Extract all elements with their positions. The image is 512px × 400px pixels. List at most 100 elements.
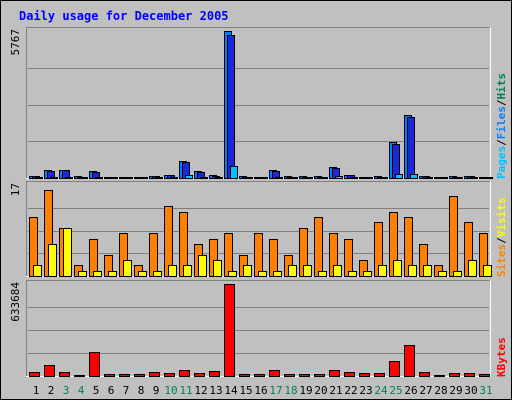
hits-panel-bar-pages (410, 174, 418, 179)
hits-panel-legend-entry: Hits (495, 73, 508, 100)
visits-panel-bar-sites (138, 271, 147, 277)
visits-panel-bar-sites (153, 271, 162, 277)
kbytes-panel-bar-kbytes (299, 374, 310, 377)
hits-panel-bar-pages (275, 177, 283, 179)
hits-panel (26, 27, 491, 179)
visits-panel-bar-sites (243, 265, 252, 277)
kbytes-panel-bar-kbytes (119, 374, 130, 377)
visits-panel-bar-sites (213, 260, 222, 277)
x-tick-label: 13 (209, 384, 222, 397)
kbytes-panel-bar-kbytes (74, 375, 85, 377)
hits-panel-bar-pages (65, 177, 73, 179)
x-tick-label: 30 (464, 384, 477, 397)
kbytes-panel-bar-kbytes (389, 361, 400, 377)
x-tick-label: 1 (33, 384, 40, 397)
visits-panel-bar-visits (314, 217, 323, 277)
hits-panel-bar-files (392, 144, 400, 179)
hits-panel-bar-pages (440, 177, 448, 179)
hits-panel-bar-pages (230, 166, 238, 179)
kbytes-panel-bar-kbytes (134, 374, 145, 377)
hits-panel-legend-entry: Pages (495, 146, 508, 179)
kbytes-panel-legend-entry: KBytes (495, 337, 508, 377)
hits-panel-bar-files (227, 35, 235, 179)
kbytes-panel-bar-kbytes (89, 352, 100, 377)
x-tick-label: 23 (359, 384, 372, 397)
hits-panel-bar-pages (185, 175, 193, 179)
kbytes-panel-bar-kbytes (374, 373, 385, 377)
hits-panel-bar-pages (425, 177, 433, 179)
x-tick-label: 17 (269, 384, 282, 397)
hits-panel-bar-pages (350, 177, 358, 179)
x-tick-label: 24 (374, 384, 388, 397)
hits-panel-bar-pages (50, 177, 58, 179)
kbytes-panel-bar-kbytes (479, 374, 490, 377)
hits-panel-bar-pages (290, 177, 298, 179)
visits-panel-bar-sites (228, 271, 237, 277)
kbytes-panel-bar-kbytes (419, 372, 430, 377)
visits-panel-bar-sites (198, 255, 207, 277)
kbytes-panel-bar-kbytes (29, 372, 40, 377)
visits-panel-ymax-label: 17 (9, 183, 22, 196)
x-tick-label: 9 (153, 384, 160, 397)
x-tick-label: 15 (239, 384, 252, 397)
x-tick-label: 19 (299, 384, 312, 397)
visits-panel-bar-sites (378, 265, 387, 277)
visits-panel-bar-visits (344, 239, 353, 277)
visits-panel-bar-sites (318, 271, 327, 277)
kbytes-panel-bar-kbytes (269, 370, 280, 377)
kbytes-panel-bar-kbytes (239, 374, 250, 377)
visits-panel-bar-sites (168, 265, 177, 277)
x-tick-label: 10 (164, 384, 177, 397)
hits-panel-bar-pages (95, 177, 103, 179)
kbytes-panel-ymax-label: 633684 (9, 282, 22, 322)
kbytes-panel-bar-kbytes (164, 373, 175, 377)
visits-panel-bar-sites (273, 271, 282, 277)
x-tick-label: 4 (78, 384, 85, 397)
visits-panel-bar-visits (224, 233, 233, 277)
visits-panel-bar-sites (33, 265, 42, 277)
kbytes-panel-bar-kbytes (44, 365, 55, 377)
hits-panel-bar-pages (395, 174, 403, 179)
visits-panel-bar-sites (468, 260, 477, 277)
x-tick-label: 18 (284, 384, 297, 397)
hits-panel-bar-pages (215, 177, 223, 179)
visits-panel-bar-sites (408, 265, 417, 277)
hits-panel-bar-pages (470, 177, 478, 179)
kbytes-panel-bar-kbytes (404, 345, 415, 377)
kbytes-panel-bar-kbytes (224, 284, 235, 377)
visits-panel-bar-sites (123, 260, 132, 277)
visits-panel-bar-sites (438, 271, 447, 277)
x-tick-label: 27 (419, 384, 432, 397)
hits-panel-bar-pages (200, 177, 208, 179)
kbytes-panel-bar-kbytes (344, 372, 355, 377)
hits-panel-legend-entry: Files (495, 106, 508, 139)
x-tick-label: 11 (179, 384, 192, 397)
visits-panel-bar-sites (393, 260, 402, 277)
visits-panel-bar-sites (423, 265, 432, 277)
visits-panel-bar-sites (483, 265, 492, 277)
visits-panel-bar-sites (48, 244, 57, 277)
visits-panel-bar-sites (258, 271, 267, 277)
kbytes-panel-bar-kbytes (59, 372, 70, 377)
kbytes-panel-bar-kbytes (209, 371, 220, 377)
hits-panel-bar-pages (335, 176, 343, 179)
x-tick-label: 26 (404, 384, 417, 397)
x-tick-label: 3 (63, 384, 70, 397)
visits-panel-bar-sites (93, 271, 102, 277)
visits-panel-bar-sites (288, 265, 297, 277)
hits-panel-bar-pages (455, 177, 463, 179)
hits-panel-bar-pages (485, 177, 493, 179)
x-tick-label: 16 (254, 384, 267, 397)
visits-panel-bar-sites (348, 271, 357, 277)
x-tick-label: 7 (123, 384, 130, 397)
hits-panel-bar-pages (305, 177, 313, 179)
kbytes-panel-bar-kbytes (449, 373, 460, 377)
hits-panel-bar-pages (170, 177, 178, 179)
visits-panel-bar-sites (453, 271, 462, 277)
visits-panel-bar-sites (183, 265, 192, 277)
hits-panel-bar-pages (110, 177, 118, 179)
visits-panel-bar-visits (269, 239, 278, 277)
visits-panel-bar-sites (63, 228, 72, 277)
visits-panel-bar-visits (89, 239, 98, 277)
kbytes-panel-bar-kbytes (254, 374, 265, 377)
